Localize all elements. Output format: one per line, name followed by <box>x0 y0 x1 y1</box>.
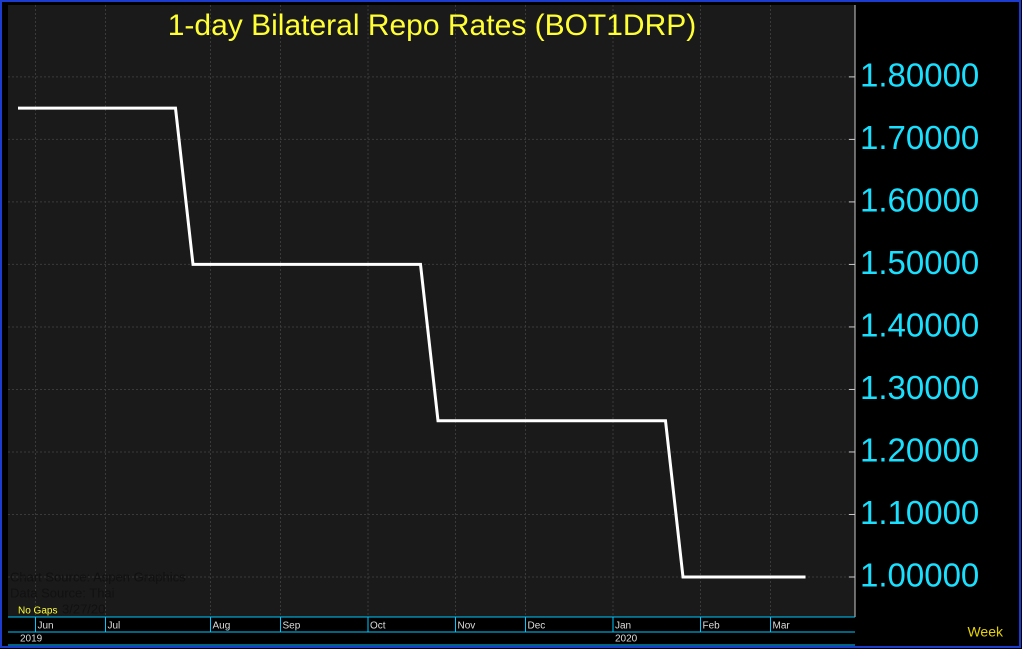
annotation: Chart Source: Aspen Graphics <box>10 569 186 584</box>
x-tick-label: Dec <box>528 621 546 632</box>
y-tick-label: 1.50000 <box>860 244 979 281</box>
x-tick-label: Feb <box>703 621 721 632</box>
y-tick-label: 1.20000 <box>860 432 979 469</box>
y-tick-label: 1.00000 <box>860 557 979 594</box>
y-tick-label: 1.10000 <box>860 494 979 531</box>
annotation: Data Source: Thai <box>10 585 115 600</box>
x-tick-label: Nov <box>458 621 476 632</box>
chart-title: 1-day Bilateral Repo Rates (BOT1DRP) <box>168 9 697 42</box>
x-tick-label: Aug <box>213 621 231 632</box>
annotation: 3/27/20 <box>62 601 105 616</box>
y-tick-label: 1.30000 <box>860 369 979 406</box>
x-tick-label: Mar <box>773 621 791 632</box>
x-unit-label: Week <box>967 624 1004 640</box>
x-tick-label: Jun <box>38 621 54 632</box>
y-tick-label: 1.60000 <box>860 182 979 219</box>
annotation: No Gaps <box>18 606 57 617</box>
y-tick-label: 1.80000 <box>860 57 979 94</box>
x-tick-label: Jan <box>615 621 631 632</box>
line-series <box>18 106 806 579</box>
plot-area <box>8 5 855 617</box>
y-tick-label: 1.70000 <box>860 119 979 156</box>
x-tick-label: Oct <box>370 621 386 632</box>
x-year-label: 2020 <box>615 634 638 645</box>
x-tick-label: Jul <box>108 621 121 632</box>
y-tick-label: 1.40000 <box>860 307 979 344</box>
x-year-label: 2019 <box>20 634 43 645</box>
x-tick-label: Sep <box>283 621 301 632</box>
